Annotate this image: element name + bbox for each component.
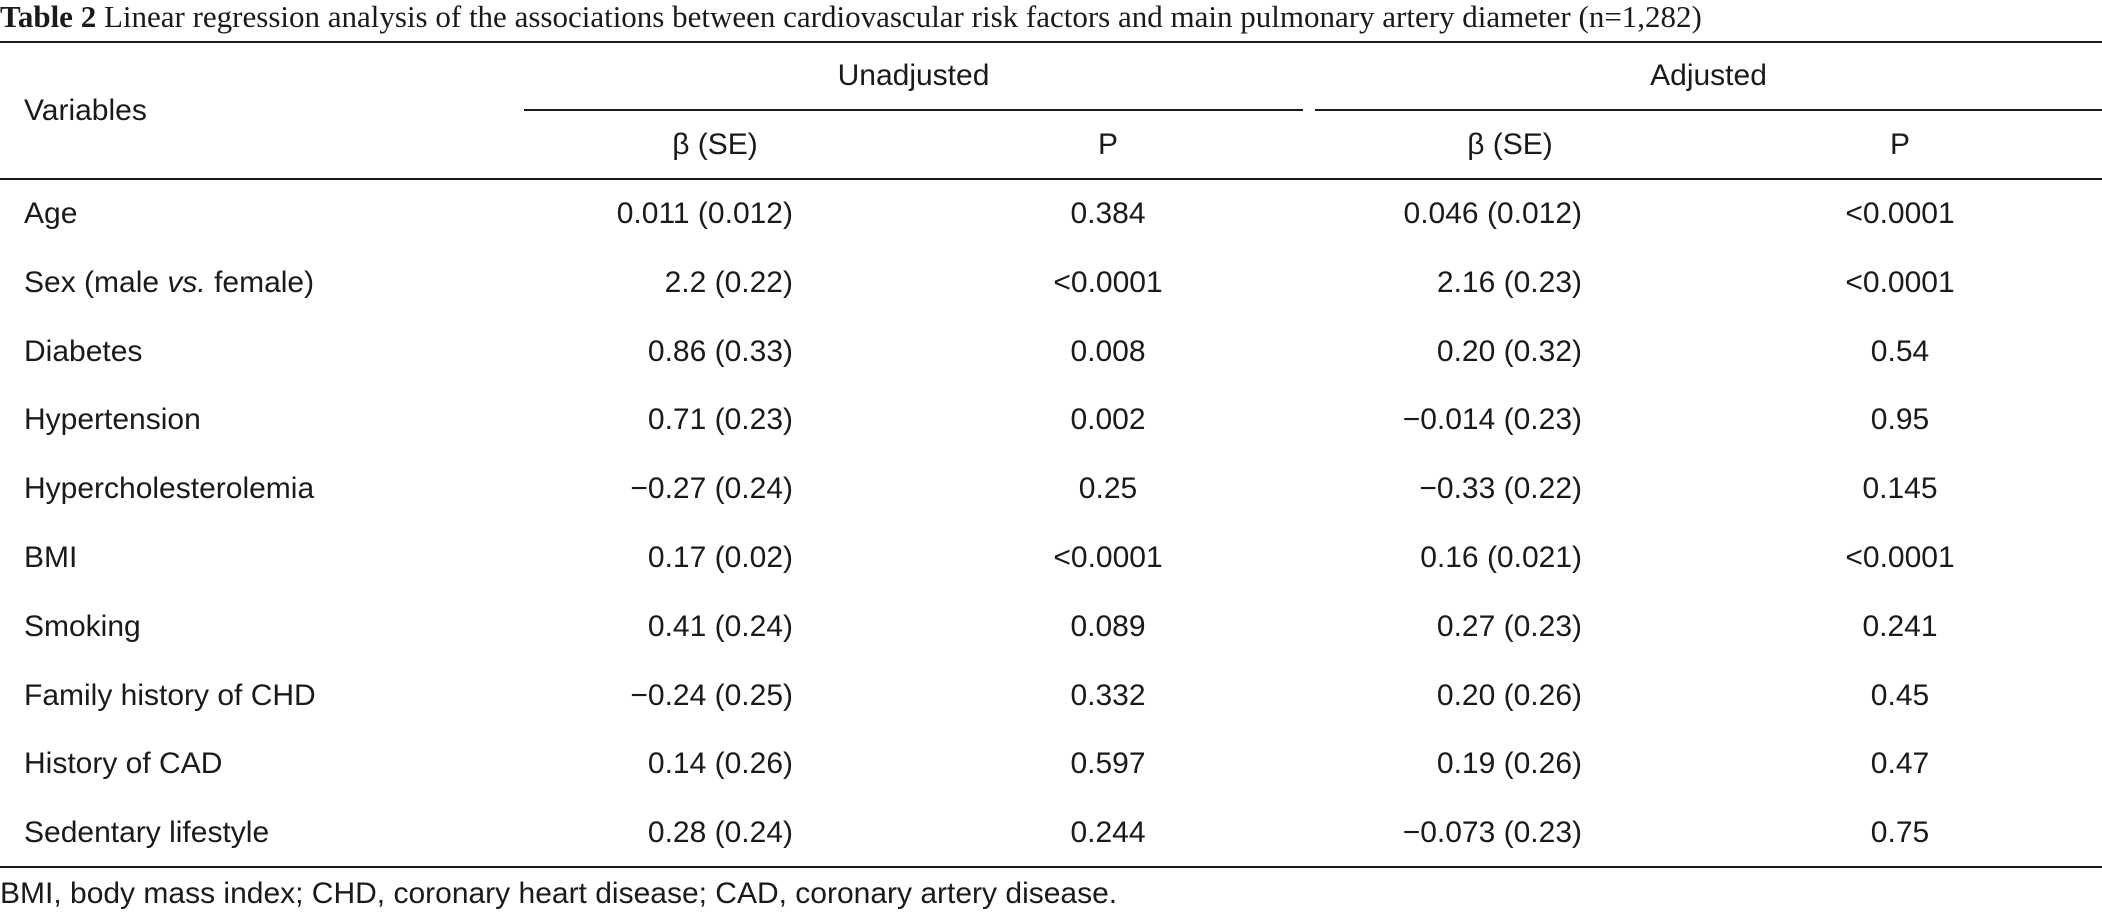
unadjusted-p-cell: 0.244 bbox=[1070, 816, 1146, 849]
unadjusted-beta-cell: 0.71 (0.23) bbox=[647, 403, 793, 436]
header-bottom-rule bbox=[0, 178, 2102, 180]
unadjusted-group-rule bbox=[524, 109, 1303, 111]
unadjusted-p-cell: 0.25 bbox=[1078, 472, 1138, 505]
unadjusted-beta-cell: 0.17 (0.02) bbox=[647, 541, 793, 574]
adjusted-p-cell: <0.0001 bbox=[1845, 541, 1955, 574]
variable-cell: History of CAD bbox=[24, 747, 223, 780]
variable-cell: Diabetes bbox=[24, 335, 143, 368]
adjusted-beta-cell: −0.33 (0.22) bbox=[1419, 472, 1582, 505]
header-adjusted: Adjusted bbox=[1650, 59, 1767, 92]
unadjusted-beta-cell: 0.14 (0.26) bbox=[647, 747, 793, 780]
unadjusted-beta-cell: 0.011 (0.012) bbox=[616, 197, 793, 230]
header-unadjusted-beta: β (SE) bbox=[672, 128, 758, 161]
unadjusted-p-cell: <0.0001 bbox=[1053, 266, 1163, 299]
adjusted-beta-cell: 0.20 (0.32) bbox=[1436, 335, 1582, 368]
unadjusted-p-cell: 0.332 bbox=[1070, 679, 1146, 712]
unadjusted-beta-cell: 0.28 (0.24) bbox=[647, 816, 793, 849]
adjusted-p-cell: 0.241 bbox=[1862, 610, 1938, 643]
adjusted-beta-cell: −0.014 (0.23) bbox=[1402, 403, 1582, 436]
adjusted-beta-cell: 0.046 (0.012) bbox=[1403, 197, 1582, 230]
unadjusted-p-cell: 0.089 bbox=[1070, 610, 1146, 643]
adjusted-beta-cell: 0.16 (0.021) bbox=[1420, 541, 1582, 574]
table-caption-text: Linear regression analysis of the associ… bbox=[103, 0, 1702, 34]
unadjusted-beta-cell: −0.27 (0.24) bbox=[630, 472, 793, 505]
adjusted-p-cell: 0.145 bbox=[1862, 472, 1938, 505]
header-unadjusted-p: P bbox=[1097, 128, 1118, 161]
adjusted-group-rule bbox=[1315, 109, 2102, 111]
variable-cell: Age bbox=[24, 197, 78, 230]
variable-cell: BMI bbox=[24, 541, 78, 574]
header-adjusted-p: P bbox=[1889, 128, 1910, 161]
table-caption: Table 2 Linear regression analysis of th… bbox=[0, 0, 1702, 38]
table-footnote: BMI, body mass index; CHD, coronary hear… bbox=[0, 877, 1118, 910]
adjusted-beta-cell: −0.073 (0.23) bbox=[1402, 816, 1582, 849]
unadjusted-beta-cell: 2.2 (0.22) bbox=[664, 266, 793, 299]
variable-text: Sex (male bbox=[24, 266, 168, 299]
variable-cell: Hypertension bbox=[24, 403, 201, 436]
adjusted-p-cell: 0.47 bbox=[1870, 747, 1930, 780]
adjusted-beta-cell: 2.16 (0.23) bbox=[1436, 266, 1582, 299]
unadjusted-p-cell: 0.002 bbox=[1070, 403, 1146, 436]
variable-text: female) bbox=[205, 266, 315, 299]
adjusted-p-cell: <0.0001 bbox=[1845, 197, 1955, 230]
unadjusted-p-cell: 0.384 bbox=[1070, 197, 1146, 230]
adjusted-p-cell: 0.75 bbox=[1870, 816, 1930, 849]
adjusted-p-cell: <0.0001 bbox=[1845, 266, 1955, 299]
adjusted-p-cell: 0.95 bbox=[1870, 403, 1930, 436]
variable-cell: Hypercholesterolemia bbox=[24, 472, 315, 505]
variable-italic-text: vs. bbox=[167, 266, 206, 299]
top-rule bbox=[0, 41, 2102, 43]
unadjusted-p-cell: 0.597 bbox=[1070, 747, 1146, 780]
adjusted-beta-cell: 0.20 (0.26) bbox=[1436, 679, 1582, 712]
adjusted-beta-cell: 0.19 (0.26) bbox=[1436, 747, 1582, 780]
unadjusted-beta-cell: 0.41 (0.24) bbox=[647, 610, 793, 643]
table-bottom-rule bbox=[0, 866, 2102, 868]
unadjusted-beta-cell: −0.24 (0.25) bbox=[630, 679, 793, 712]
unadjusted-p-cell: 0.008 bbox=[1070, 335, 1146, 368]
variable-cell: Family history of CHD bbox=[24, 679, 316, 712]
header-variables: Variables bbox=[24, 94, 147, 127]
variable-cell: Sedentary lifestyle bbox=[24, 816, 270, 849]
header-adjusted-beta: β (SE) bbox=[1467, 128, 1553, 161]
variable-cell: Sex (male vs. female) bbox=[24, 265, 314, 301]
variable-cell: Smoking bbox=[24, 610, 141, 643]
unadjusted-beta-cell: 0.86 (0.33) bbox=[647, 335, 793, 368]
adjusted-p-cell: 0.45 bbox=[1870, 679, 1930, 712]
adjusted-beta-cell: 0.27 (0.23) bbox=[1436, 610, 1582, 643]
adjusted-p-cell: 0.54 bbox=[1870, 335, 1930, 368]
table-caption-label: Table 2 bbox=[0, 0, 97, 34]
header-unadjusted: Unadjusted bbox=[837, 59, 990, 92]
unadjusted-p-cell: <0.0001 bbox=[1053, 541, 1163, 574]
